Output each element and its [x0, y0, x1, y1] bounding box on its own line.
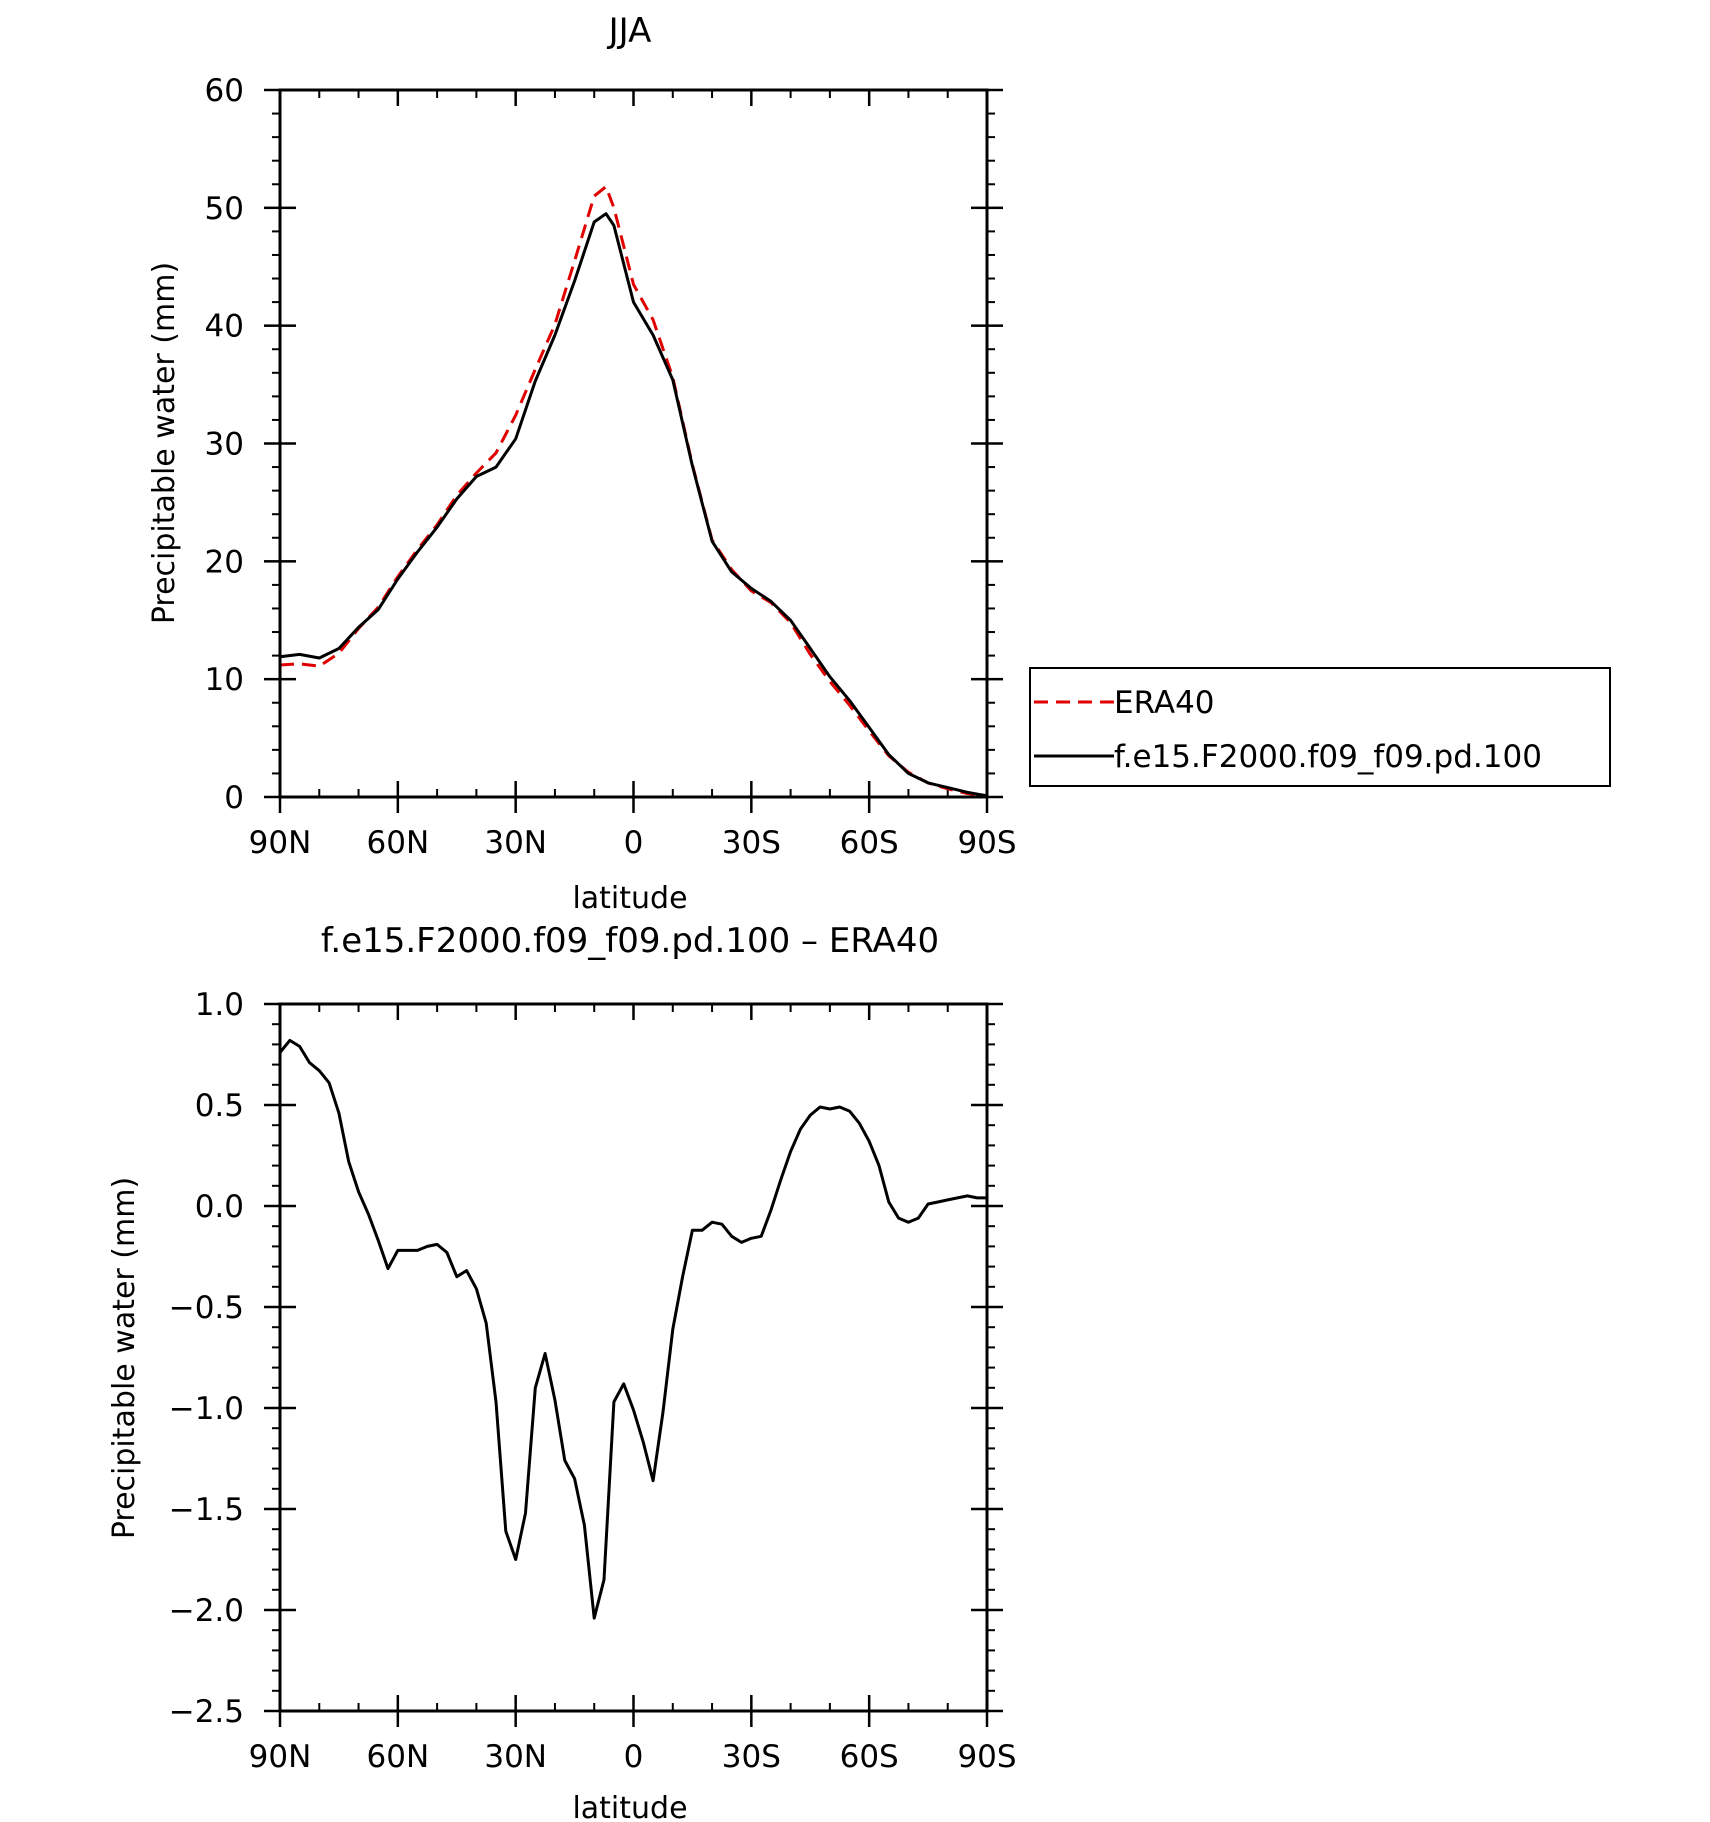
y-tick-label: −2.0 — [169, 1593, 244, 1629]
y-tick-label: 0.0 — [195, 1189, 244, 1225]
bottom-chart-y-axis-label: Precipitable water (mm) — [107, 1177, 142, 1539]
y-tick-label: 50 — [205, 191, 244, 227]
bottom-chart-x-axis-label: latitude — [572, 1791, 687, 1822]
y-tick-label: 0 — [224, 780, 244, 816]
x-tick-label: 60N — [367, 825, 430, 861]
x-tick-label: 0 — [624, 1739, 644, 1775]
x-tick-label: 30S — [722, 1739, 781, 1775]
x-tick-label: 30N — [484, 1739, 547, 1775]
top-chart-legend: ERA40 f.e15.F2000.f09_f09.pd.100 — [1029, 667, 1611, 787]
bottom-chart-title: f.e15.F2000.f09_f09.pd.100 – ERA40 — [321, 921, 939, 961]
bottom-chart-series — [278, 1038, 987, 1620]
series-line-2 — [279, 212, 988, 798]
top-chart-y-axis-label: Precipitable water (mm) — [147, 262, 182, 624]
x-tick-label: 90N — [249, 825, 312, 861]
top-chart-series — [279, 185, 988, 798]
y-tick-label: 60 — [205, 73, 244, 109]
y-tick-label: −2.5 — [169, 1694, 244, 1730]
x-tick-label: 60S — [840, 825, 899, 861]
x-tick-label: 60S — [840, 1739, 899, 1775]
bottom-chart-tick-labels: 90N 60N 30N 0 30S 60S 90S 1.0 0.5 0.0 −0.5 −1.0 −1.5… — [169, 987, 1017, 1775]
x-tick-label: 0 — [624, 825, 644, 861]
y-tick-label: −0.5 — [169, 1290, 244, 1326]
top-chart-title: JJA — [607, 11, 652, 51]
x-tick-label: 90S — [957, 825, 1016, 861]
y-tick-label: 30 — [205, 427, 244, 463]
top-chart-x-axis-label: latitude — [572, 881, 687, 916]
x-tick-label: 60N — [367, 1739, 430, 1775]
top-chart-plot-frame — [278, 88, 989, 799]
top-chart-tick-labels: 90N 60N 30N 0 30S 60S 90S 0 10 20 30 40 50 60 — [205, 73, 1017, 861]
series-line-1 — [278, 1038, 987, 1620]
y-tick-label: 10 — [205, 662, 244, 698]
y-tick-label: 1.0 — [195, 987, 244, 1023]
top-chart: JJA 90N 60N 30N 0 30S 60S 90S 0 10 20 30 40 50 60 lat… — [147, 11, 1611, 916]
x-tick-label: 30N — [484, 825, 547, 861]
y-tick-label: 0.5 — [195, 1088, 244, 1124]
legend-label-model: f.e15.F2000.f09_f09.pd.100 — [1114, 739, 1542, 775]
y-tick-label: −1.0 — [169, 1391, 244, 1427]
x-tick-label: 30S — [722, 825, 781, 861]
x-tick-label: 90N — [249, 1739, 312, 1775]
x-tick-label: 90S — [957, 1739, 1016, 1775]
y-tick-label: 20 — [205, 544, 244, 580]
bottom-chart: f.e15.F2000.f09_f09.pd.100 – ERA40 90N 60… — [107, 921, 1017, 1822]
bottom-chart-plot-frame — [278, 1002, 989, 1713]
legend-label-era40: ERA40 — [1114, 685, 1215, 721]
y-tick-label: −1.5 — [169, 1492, 244, 1528]
legend-box — [1029, 667, 1611, 787]
y-tick-label: 40 — [205, 309, 244, 345]
